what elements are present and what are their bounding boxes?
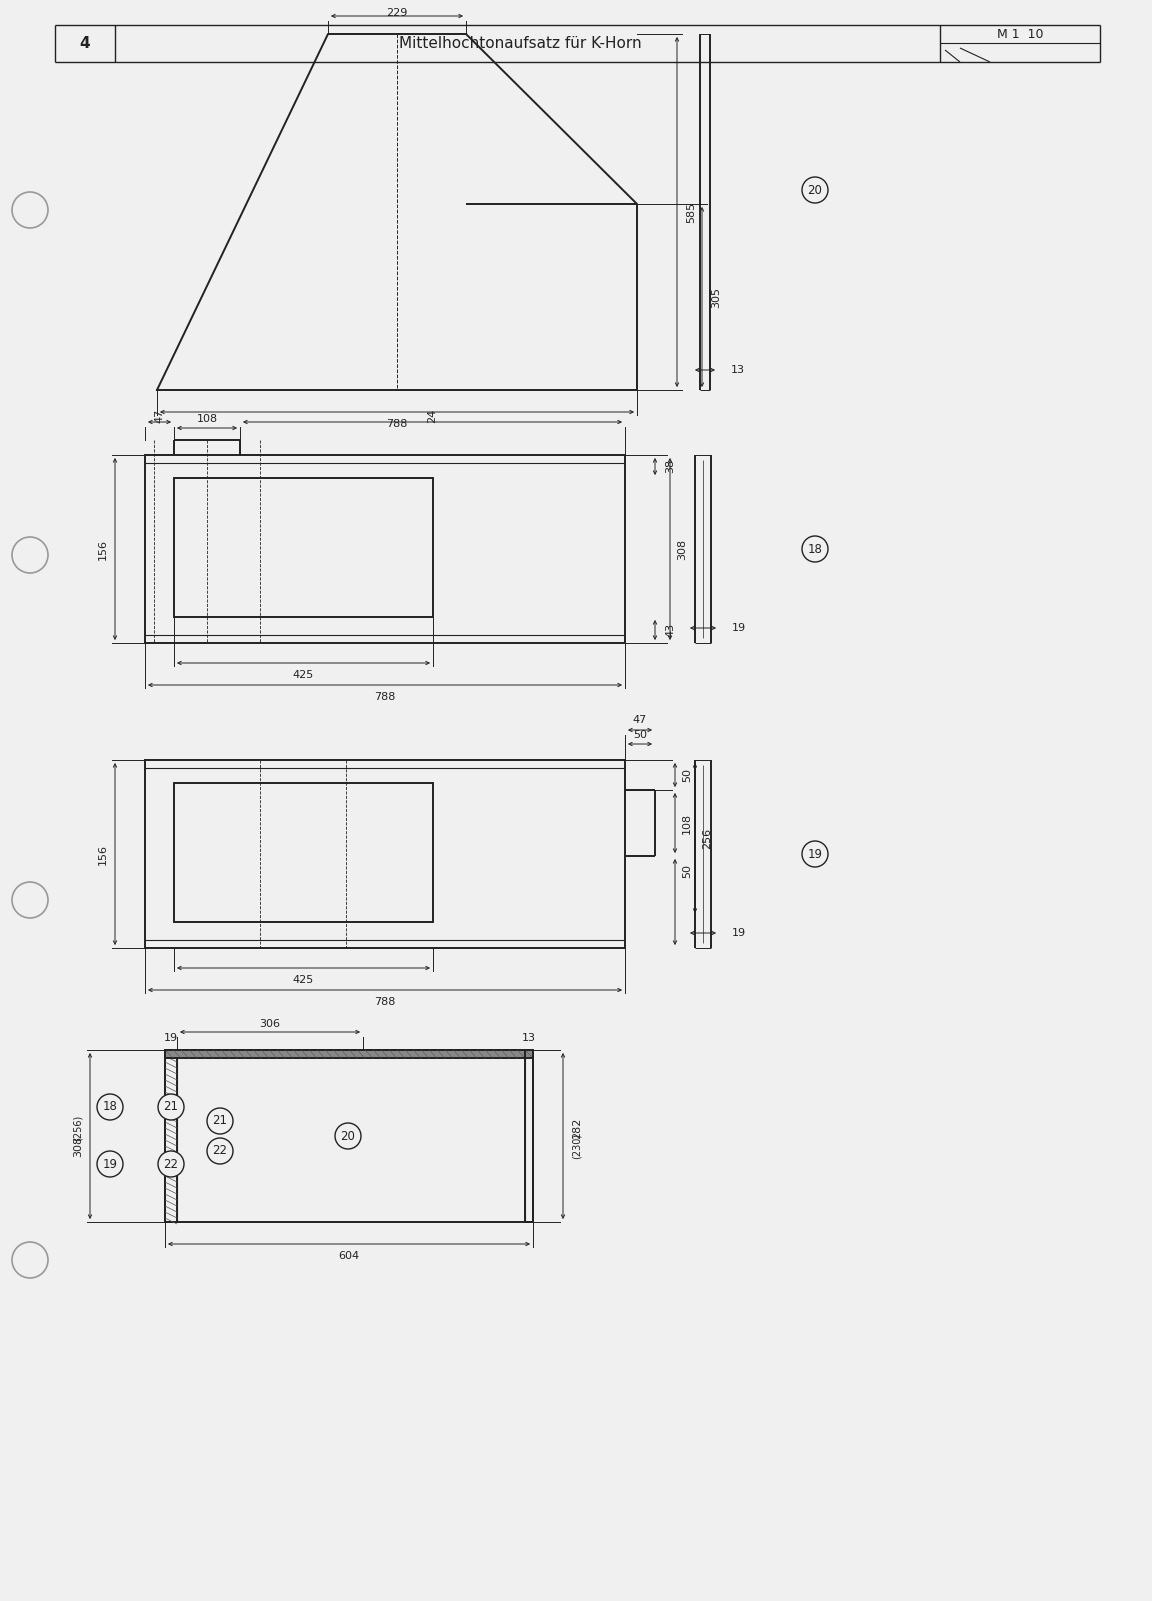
- Text: 19: 19: [732, 929, 746, 938]
- Text: 256: 256: [702, 828, 712, 849]
- Circle shape: [12, 536, 48, 573]
- Circle shape: [802, 841, 828, 868]
- Text: 13: 13: [732, 365, 745, 375]
- Text: Mittelhochtonaufsatz für K-Horn: Mittelhochtonaufsatz für K-Horn: [399, 35, 642, 51]
- Text: 20: 20: [341, 1129, 356, 1143]
- Text: (256): (256): [73, 1114, 83, 1142]
- Text: M 1  10: M 1 10: [996, 27, 1044, 40]
- Bar: [165, 1050, 177, 1222]
- Text: 108: 108: [682, 812, 692, 834]
- Text: 21: 21: [212, 1114, 227, 1127]
- Text: 604: 604: [339, 1250, 359, 1262]
- Text: 22: 22: [212, 1145, 227, 1158]
- Text: 22: 22: [164, 1158, 179, 1170]
- Text: 585: 585: [685, 202, 696, 223]
- Circle shape: [158, 1151, 184, 1177]
- Text: 18: 18: [808, 543, 823, 556]
- Bar: [174, 479, 433, 616]
- Circle shape: [802, 178, 828, 203]
- Text: 308: 308: [73, 1135, 83, 1156]
- Text: 50: 50: [682, 768, 692, 781]
- Text: 108: 108: [197, 415, 218, 424]
- Text: 13: 13: [522, 1033, 536, 1042]
- Text: 21: 21: [164, 1100, 179, 1114]
- Circle shape: [12, 1242, 48, 1278]
- Text: 43: 43: [665, 623, 675, 637]
- Text: 47: 47: [154, 408, 164, 423]
- Circle shape: [207, 1108, 233, 1134]
- Text: 4: 4: [79, 35, 90, 51]
- Bar: [525, 1050, 533, 1222]
- Text: 20: 20: [808, 184, 823, 197]
- Text: 425: 425: [293, 669, 313, 680]
- Circle shape: [12, 192, 48, 227]
- Text: 282: 282: [573, 1117, 582, 1138]
- Circle shape: [802, 536, 828, 562]
- Text: 19: 19: [808, 847, 823, 860]
- Text: 50: 50: [682, 865, 692, 877]
- Text: 425: 425: [293, 975, 313, 985]
- Text: 788: 788: [374, 997, 395, 1007]
- Bar: [174, 783, 433, 922]
- Bar: [145, 455, 626, 644]
- Text: 50: 50: [632, 730, 647, 740]
- Text: 156: 156: [98, 538, 108, 559]
- Text: 788: 788: [386, 419, 408, 429]
- Text: 19: 19: [732, 623, 746, 632]
- Text: 306: 306: [259, 1018, 280, 1029]
- Text: 19: 19: [103, 1158, 118, 1170]
- Text: 24: 24: [427, 408, 437, 423]
- Bar: [165, 1050, 533, 1222]
- Text: 229: 229: [386, 8, 408, 18]
- Text: 788: 788: [374, 692, 395, 701]
- Text: 18: 18: [103, 1100, 118, 1114]
- Text: 156: 156: [98, 844, 108, 865]
- Text: 38: 38: [665, 459, 675, 472]
- Text: 19: 19: [164, 1033, 179, 1042]
- Circle shape: [335, 1122, 361, 1150]
- Text: (230): (230): [573, 1134, 582, 1159]
- Text: 305: 305: [711, 287, 721, 307]
- Circle shape: [207, 1138, 233, 1164]
- Text: 308: 308: [677, 538, 687, 560]
- Circle shape: [97, 1093, 123, 1121]
- Circle shape: [97, 1151, 123, 1177]
- Text: 47: 47: [632, 716, 647, 725]
- Circle shape: [12, 882, 48, 917]
- Bar: [165, 1050, 533, 1058]
- Bar: [145, 760, 626, 948]
- Circle shape: [158, 1093, 184, 1121]
